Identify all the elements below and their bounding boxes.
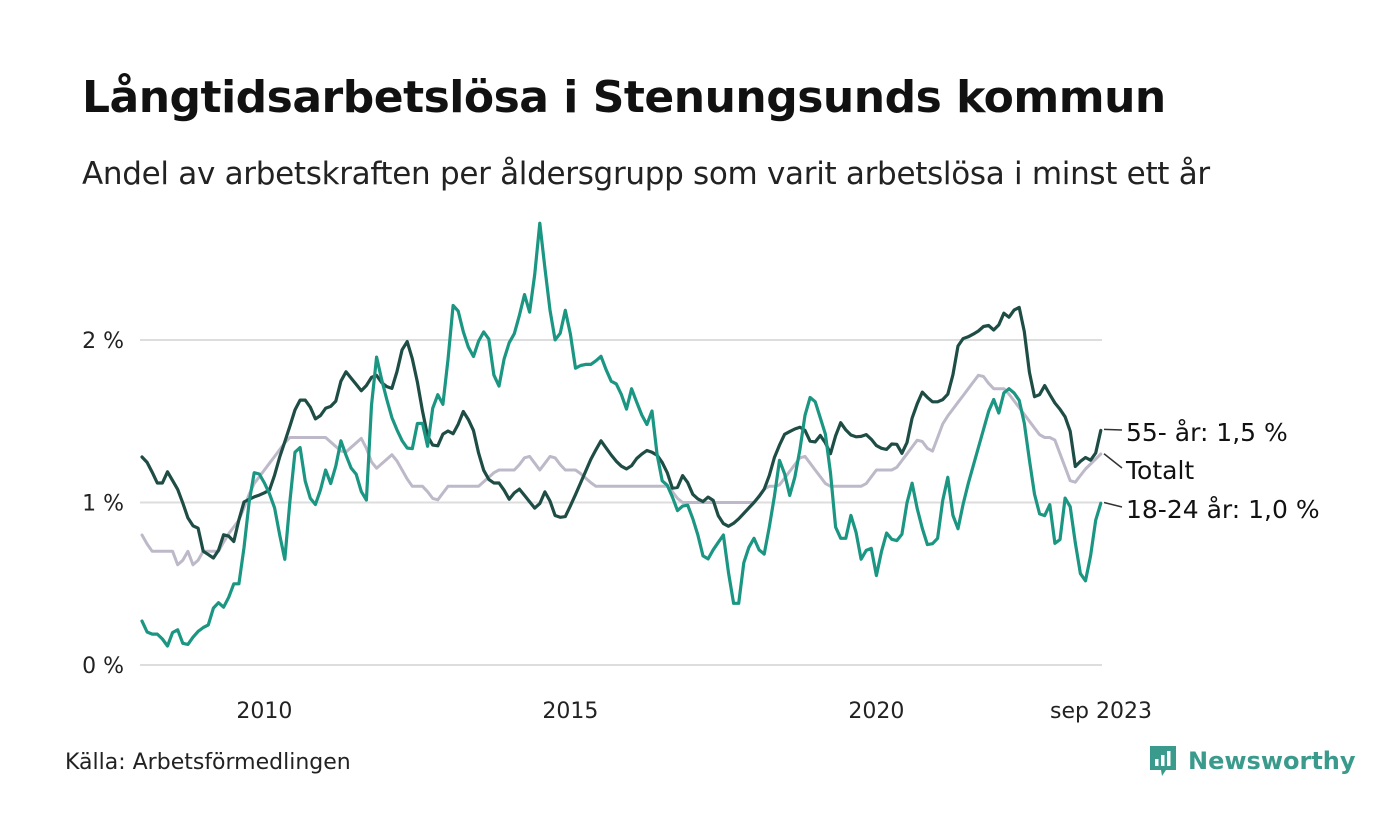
source-note: Källa: Arbetsförmedlingen xyxy=(65,750,351,775)
y-tick-label: 0 % xyxy=(82,654,124,679)
y-tick-label: 1 % xyxy=(82,492,124,517)
x-tick-label: 2010 xyxy=(236,699,292,724)
axis-labels: 0 % 1 % 2 % 2010 2015 2020 sep 2023 xyxy=(82,329,1152,724)
series-label-young: 18-24 år: 1,0 % xyxy=(1126,495,1320,524)
x-tick-label: 2020 xyxy=(848,699,904,724)
leader-line xyxy=(1103,501,1123,508)
series-label-total: Totalt xyxy=(1125,456,1194,485)
series-label-older: 55- år: 1,5 % xyxy=(1126,418,1288,447)
y-tick-label: 2 % xyxy=(82,329,124,354)
series-end-labels: Totalt 55- år: 1,5 % 18-24 år: 1,0 % xyxy=(1103,418,1320,524)
page-subtitle: Andel av arbetskraften per åldersgrupp s… xyxy=(82,156,1210,192)
series-lines xyxy=(140,221,1103,648)
series-line-total xyxy=(140,373,1103,567)
x-tick-label: sep 2023 xyxy=(1050,699,1152,724)
leader-line xyxy=(1103,428,1123,431)
brand-logo: Newsworthy xyxy=(1148,744,1356,778)
series-line-young xyxy=(140,221,1103,648)
leader-line xyxy=(1103,453,1123,469)
brand-name: Newsworthy xyxy=(1188,747,1356,775)
series-line-older xyxy=(140,305,1103,560)
page-title: Långtidsarbetslösa i Stenungsunds kommun xyxy=(82,72,1166,123)
gridlines xyxy=(140,339,1102,666)
newsworthy-logo-icon xyxy=(1150,746,1176,776)
x-tick-label: 2015 xyxy=(542,699,598,724)
